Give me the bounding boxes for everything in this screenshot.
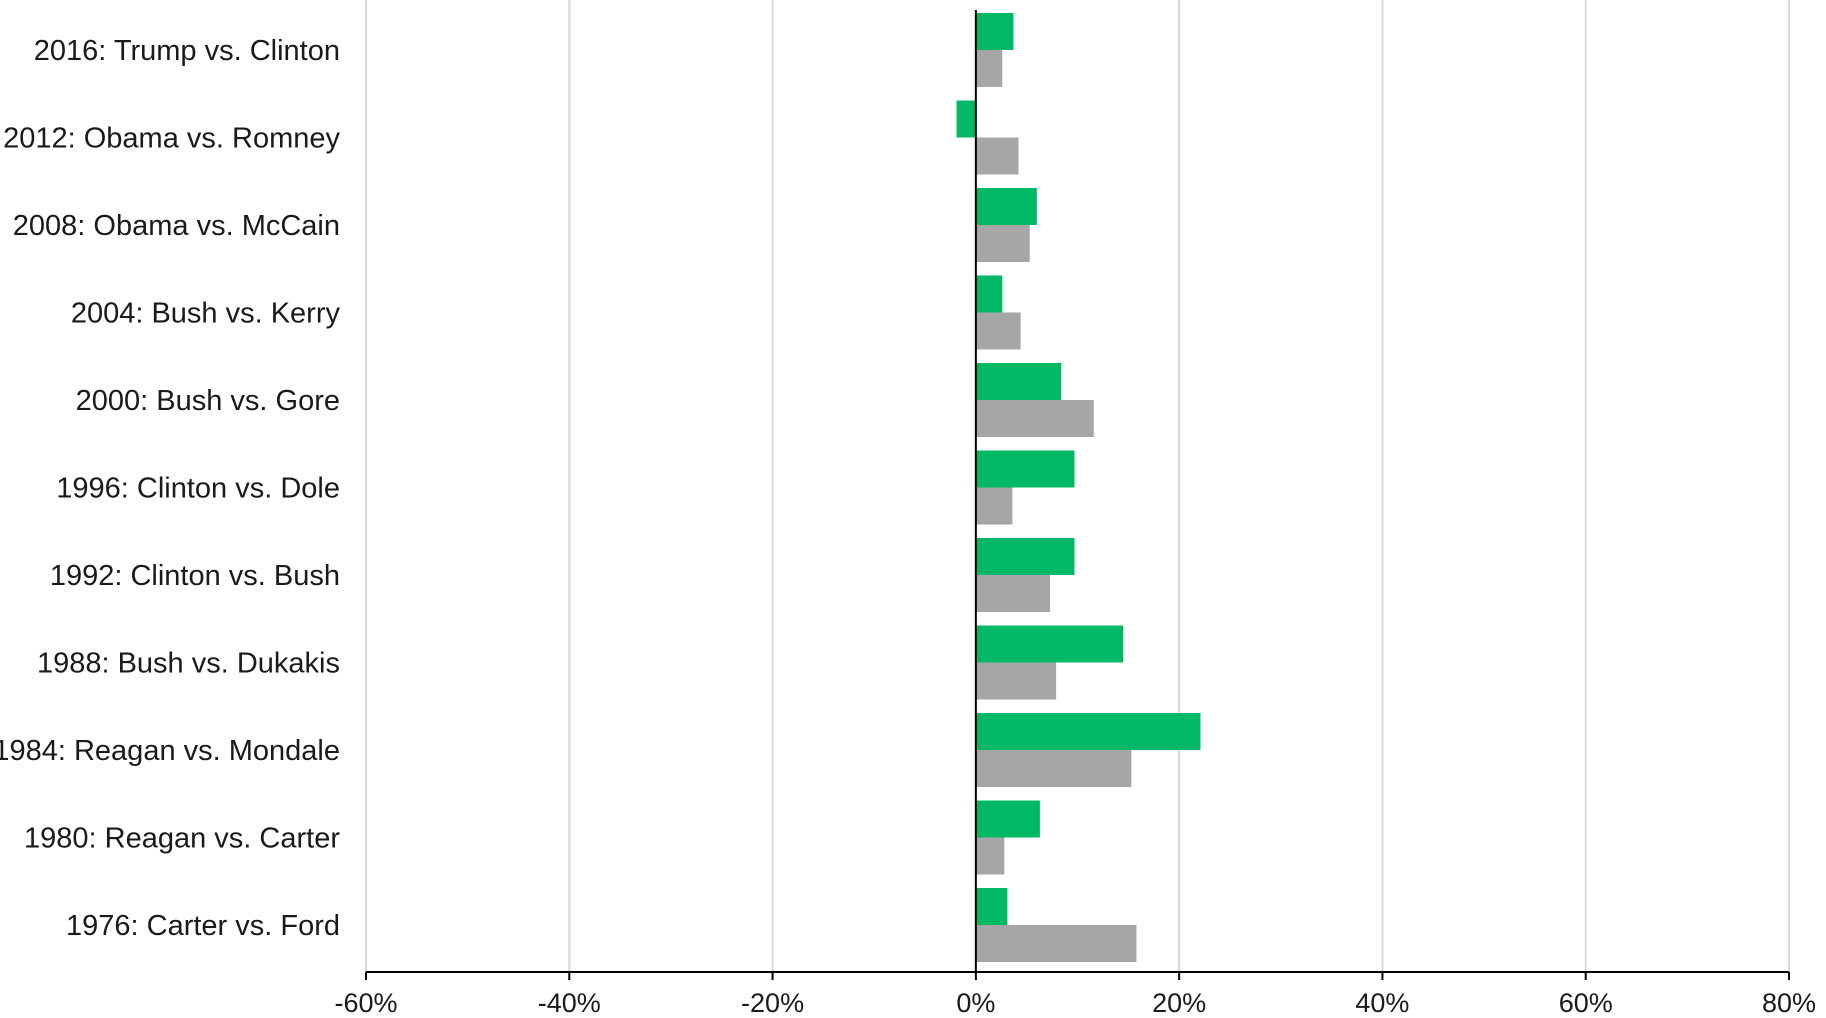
bar-series0-cat7	[975, 625, 1124, 663]
bar-series0-cat2	[975, 188, 1037, 225]
category-label: 1984: Reagan vs. Mondale	[0, 735, 340, 767]
x-tick-label: 40%	[1355, 988, 1409, 1018]
bar-series0-cat0	[975, 13, 1014, 50]
bar-series0-cat6	[975, 538, 1075, 575]
category-label: 1988: Bush vs. Dukakis	[37, 648, 340, 680]
category-label: 2000: Bush vs. Gore	[76, 385, 340, 417]
bar-series1-cat4	[975, 400, 1094, 437]
category-label: 1996: Clinton vs. Dole	[56, 473, 340, 505]
bar-series1-cat5	[975, 487, 1013, 525]
category-label: 2012: Obama vs. Romney	[3, 123, 340, 155]
bar-series0-cat10	[975, 888, 1008, 925]
x-tick-label: -60%	[334, 988, 397, 1018]
x-tick-label: 0%	[956, 988, 995, 1018]
category-label: 1976: Carter vs. Ford	[66, 910, 340, 942]
category-label: 1980: Reagan vs. Carter	[24, 823, 340, 855]
bar-series0-cat3	[975, 275, 1003, 313]
axes	[365, 10, 1790, 980]
category-label: 2016: Trump vs. Clinton	[34, 35, 340, 67]
bar-series1-cat9	[975, 837, 1005, 875]
bar-series0-cat9	[975, 800, 1040, 838]
bar-series1-cat6	[975, 575, 1051, 612]
bar-series0-cat4	[975, 363, 1062, 400]
x-tick-label: 60%	[1559, 988, 1613, 1018]
bar-series1-cat1	[975, 137, 1019, 175]
category-label: 1992: Clinton vs. Bush	[50, 560, 340, 592]
bar-series0-cat1	[956, 100, 976, 138]
category-label: 2004: Bush vs. Kerry	[71, 298, 341, 330]
x-tick-label: -20%	[741, 988, 804, 1018]
category-label: 2008: Obama vs. McCain	[13, 210, 340, 242]
bar-series0-cat8	[975, 713, 1201, 750]
x-tick-label: 20%	[1152, 988, 1206, 1018]
bar-series1-cat10	[975, 925, 1137, 962]
x-tick-label: 80%	[1762, 988, 1816, 1018]
bar-series1-cat3	[975, 312, 1021, 350]
category-labels: 2016: Trump vs. Clinton 2012: Obama vs. R…	[0, 35, 340, 942]
x-tick-label: -40%	[538, 988, 601, 1018]
bar-series1-cat8	[975, 750, 1132, 787]
bar-series0-cat5	[975, 450, 1075, 488]
bar-series1-cat7	[975, 662, 1057, 700]
gridlines	[365, 0, 1790, 972]
x-tick-labels: -60% -40% -20% 0% 20% 40% 60% 80%	[334, 988, 1816, 1018]
bars	[956, 13, 1201, 962]
bar-series1-cat2	[975, 225, 1030, 262]
bar-series1-cat0	[975, 50, 1003, 87]
